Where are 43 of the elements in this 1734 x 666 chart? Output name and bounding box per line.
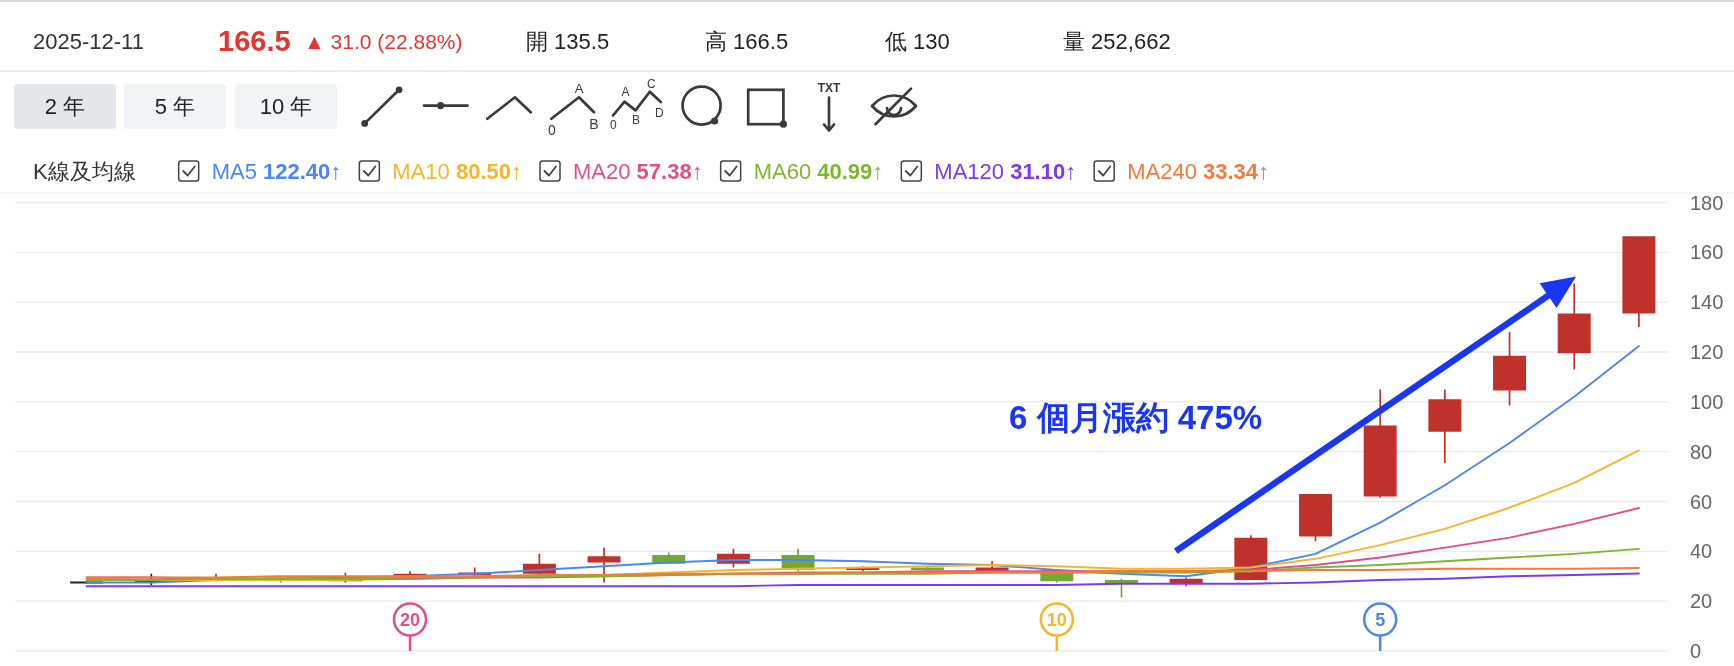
text: 低 130 [885,29,950,54]
text: B [589,115,599,132]
text: 5 年 [154,94,196,119]
text: A [574,80,584,96]
y-tick-label: 160 [1690,241,1724,264]
candlestick [1299,494,1332,542]
y-tick-label: 60 [1690,490,1713,513]
text: 166.5 [218,25,291,57]
candlestick [587,547,621,583]
candlestick [1622,236,1656,328]
y-tick-label: 100 [1690,390,1724,413]
text: 2 年 [44,94,86,119]
text: ▲ 31.0 (22.88%) [304,30,463,53]
text: D [654,105,664,120]
text: 高 166.5 [705,29,789,54]
annotation: 6 個月漲約 475% [1009,399,1263,436]
y-tick-label: 0 [1690,640,1702,662]
candlestick [1557,283,1591,370]
line-series [85,572,1640,588]
text: B [631,113,641,127]
y-tick-label: 120 [1690,341,1724,363]
legend-title: K線及均線 [33,159,136,184]
annotation: 20 [400,610,421,630]
text: 開 135.5 [526,29,610,54]
text: C [646,77,656,91]
y-tick-label: 20 [1690,590,1713,613]
text: 0 [548,121,557,138]
text: 量 252,662 [1063,29,1171,54]
legend: K線及均線 MA5 122.40↑ MA10 80.50↑ MA20 57.38↑ MA60 40.99↑ MA120 31.10↑ MA240 33.34↑ [33,159,1270,184]
text: 2025-12-11 [33,29,144,54]
annotation: 10 [1046,610,1067,630]
text: TXT [817,81,841,95]
text: A [621,85,630,99]
candlestick [1428,389,1462,463]
y-tick-label: 40 [1690,540,1713,563]
y-tick-label: 80 [1690,440,1713,463]
y-tick-label: 180 [1690,191,1724,214]
candlestick [1363,389,1397,498]
text: 10 年 [259,94,313,119]
text: 0 [610,118,618,132]
annotation: 5 [1375,610,1386,630]
candlestick [1493,332,1527,406]
y-tick-label: 140 [1690,291,1724,314]
